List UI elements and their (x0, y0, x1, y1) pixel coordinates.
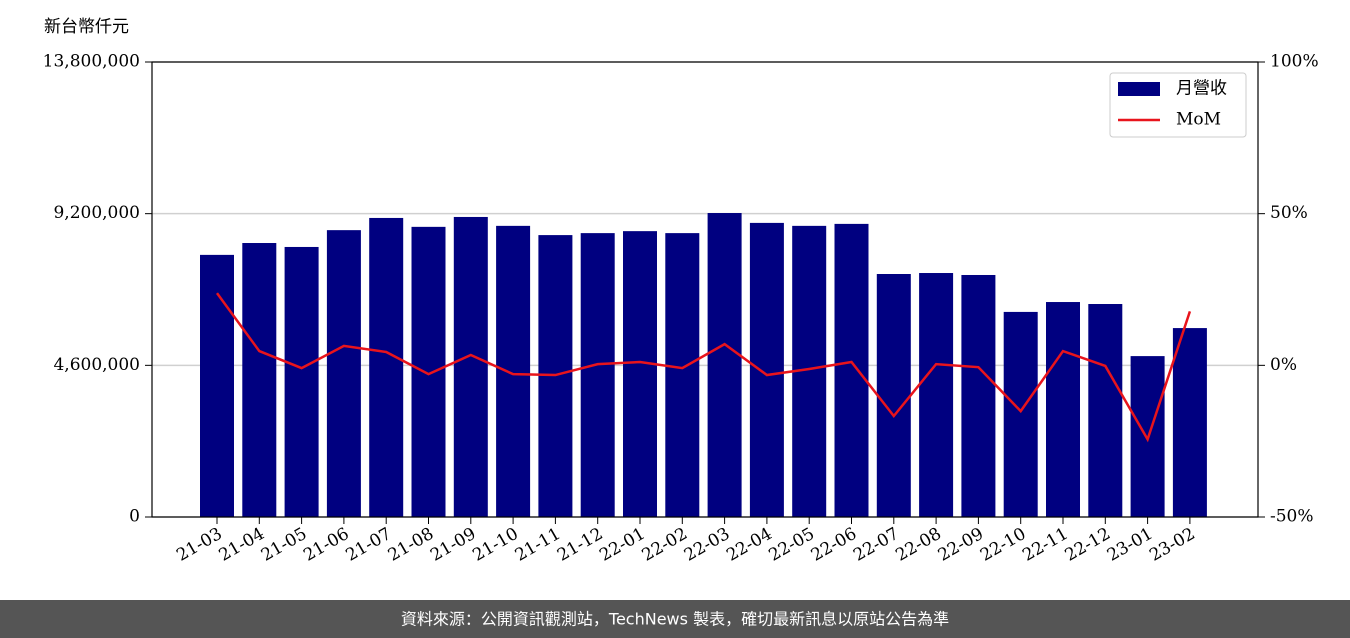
y2-tick-label: 100% (1270, 52, 1319, 72)
bar (200, 254, 234, 517)
x-tick-label: 22-01 (596, 524, 648, 566)
x-tick-label: 22-03 (681, 524, 733, 566)
bar (623, 231, 657, 518)
legend-swatch (1118, 82, 1160, 96)
bar (1046, 302, 1080, 517)
bar (749, 222, 784, 517)
legend-label: MoM (1176, 110, 1221, 130)
x-tick-label: 21-08 (385, 524, 437, 566)
x-tick-label: 21-03 (173, 524, 225, 566)
x-tick-label: 21-06 (300, 524, 352, 566)
bar (580, 233, 615, 517)
bar (284, 246, 319, 517)
y-axis-label: 新台幣仟元 (44, 17, 129, 37)
x-tick-label: 22-11 (1019, 524, 1071, 566)
bar (1003, 311, 1038, 517)
y2-tick-label: -50% (1270, 507, 1314, 527)
x-tick-label: 21-05 (258, 524, 310, 566)
y-tick-label: 4,600,000 (53, 355, 140, 375)
x-tick-label: 21-04 (216, 524, 268, 566)
bar (453, 216, 488, 517)
bar (919, 273, 954, 517)
bar (665, 233, 700, 517)
bar (961, 274, 996, 517)
x-tick-label: 22-12 (1062, 524, 1114, 566)
bar (326, 230, 361, 518)
plot-frame (151, 61, 1259, 518)
line (215, 292, 1192, 443)
y2-tick-label: 0% (1270, 355, 1297, 375)
x-tick-label: 22-07 (850, 524, 902, 566)
footer-bar (0, 600, 1350, 638)
x-tick-label: 21-10 (469, 524, 521, 566)
x-tick-label: 22-09 (935, 524, 987, 566)
x-tick-label: 22-02 (639, 524, 691, 566)
x-tick-label: 22-10 (977, 524, 1029, 566)
x-tick-label: 21-07 (343, 524, 395, 566)
legend-label: 月營收 (1176, 79, 1227, 99)
x-tick-label: 22-06 (808, 524, 860, 566)
x-tick-label: 21-12 (554, 524, 606, 566)
bar (834, 223, 869, 517)
x-tick-label: 22-08 (892, 524, 944, 566)
y-tick-label: 9,200,000 (53, 203, 140, 223)
bar (242, 243, 277, 517)
bar (1088, 304, 1123, 517)
y-tick-label: 13,800,000 (43, 52, 140, 72)
bar (411, 226, 446, 517)
x-tick-label: 22-05 (766, 524, 818, 566)
footer: 資料來源：公開資訊觀測站，TechNews 製表，確切最新訊息以原站公告為準 (401, 610, 949, 629)
y-tick-label: 0 (129, 507, 140, 527)
bar (496, 225, 531, 517)
x-tick-label: 22-04 (723, 524, 775, 566)
bar (369, 217, 404, 518)
bar (707, 213, 742, 517)
bar (876, 274, 911, 517)
bar (1172, 328, 1207, 517)
x-tick-label: 23-01 (1104, 524, 1156, 566)
x-tick-label: 21-09 (427, 524, 479, 566)
y2-tick-label: 50% (1270, 203, 1308, 223)
x-tick-label: 23-02 (1146, 524, 1198, 566)
x-tick-label: 21-11 (512, 524, 564, 566)
